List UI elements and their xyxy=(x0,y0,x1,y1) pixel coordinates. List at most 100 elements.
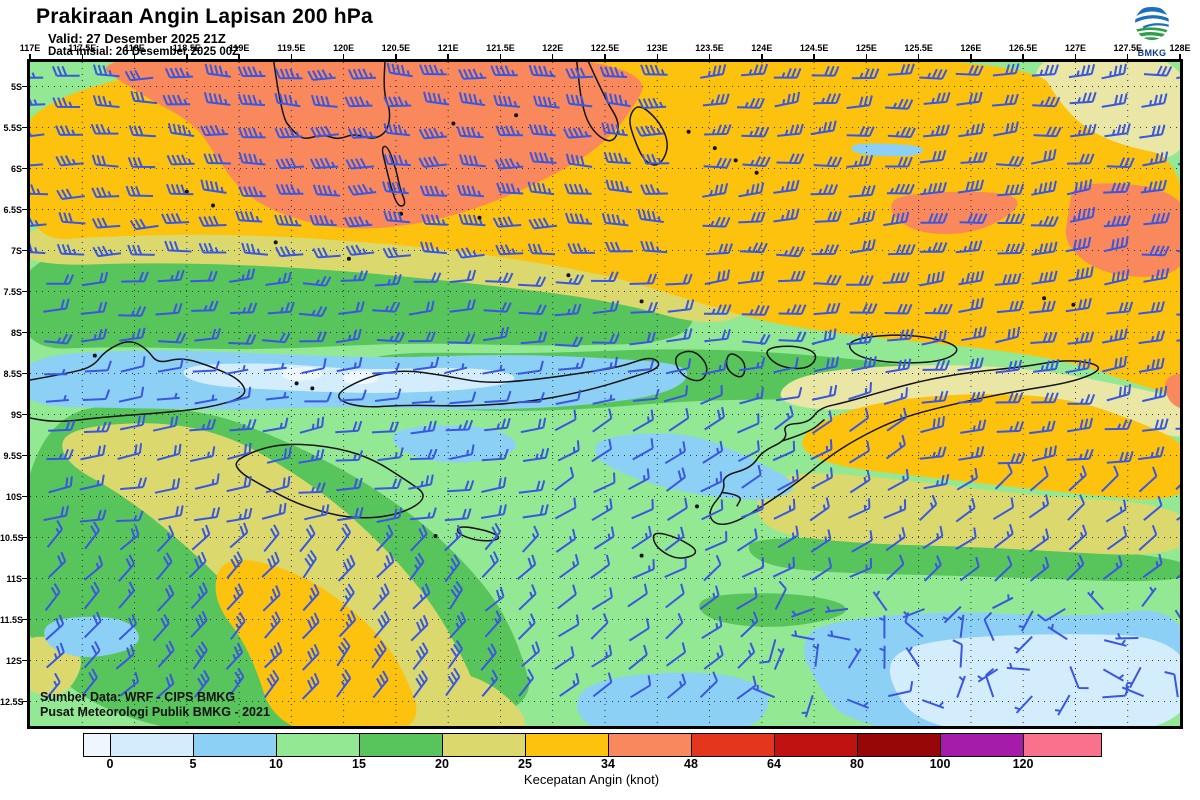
wind-barb xyxy=(481,448,509,462)
wind-barb xyxy=(495,125,524,137)
wind-barb xyxy=(58,211,86,225)
wind-speed-region xyxy=(215,560,417,726)
islet xyxy=(310,386,315,391)
wind-barb xyxy=(522,504,549,519)
wind-barb xyxy=(1066,153,1095,165)
wind-barb xyxy=(480,643,497,671)
wind-barb xyxy=(1126,666,1142,689)
lat-axis-label: 6.5S xyxy=(3,204,22,215)
wind-barb xyxy=(885,156,913,168)
islet xyxy=(712,146,717,151)
wind-barb xyxy=(1142,418,1169,432)
wind-barb xyxy=(886,434,906,460)
wind-barb xyxy=(157,640,175,668)
wind-barb xyxy=(528,123,556,137)
wind-barb xyxy=(124,69,154,82)
wind-barb xyxy=(848,498,871,519)
wind-barb xyxy=(923,124,950,138)
wind-barb xyxy=(299,524,316,553)
colorbar-segment xyxy=(84,734,111,756)
coastline xyxy=(709,360,1100,526)
wind-barb xyxy=(705,243,733,256)
wind-barb xyxy=(701,359,728,376)
wind-barb xyxy=(811,328,837,345)
wind-barb xyxy=(1143,495,1163,521)
wind-barb xyxy=(267,301,295,315)
wind-barb xyxy=(265,391,289,401)
wind-barb xyxy=(994,273,1022,286)
wind-barb xyxy=(336,637,351,667)
wind-barb xyxy=(592,356,618,373)
wind-barb xyxy=(302,583,320,612)
wind-barb xyxy=(30,98,46,106)
lat-axis-label: 9.5S xyxy=(3,450,22,461)
wind-barb xyxy=(118,554,135,582)
wind-barb xyxy=(456,126,484,139)
wind-barb xyxy=(590,554,611,580)
wind-barb xyxy=(376,331,406,343)
wind-barb xyxy=(83,611,102,639)
coastline xyxy=(273,62,391,140)
wind-barb xyxy=(527,181,555,196)
colorbar-tick-label: 25 xyxy=(518,757,532,771)
wind-barb xyxy=(904,612,924,638)
wind-barb xyxy=(957,179,985,194)
wind-barb xyxy=(158,332,187,344)
wind-barb xyxy=(496,182,524,195)
wind-barb xyxy=(263,524,280,553)
wind-barb xyxy=(704,304,732,315)
wind-barb xyxy=(517,392,545,404)
wind-barb xyxy=(810,529,832,553)
wind-barb xyxy=(1006,662,1030,671)
wind-barb xyxy=(449,269,477,284)
wind-barb xyxy=(591,498,613,522)
wind-barb xyxy=(274,127,303,139)
wind-barb xyxy=(791,608,814,618)
wind-barb xyxy=(521,525,540,553)
wind-barb xyxy=(777,525,799,549)
wind-barb xyxy=(773,647,785,670)
lon-axis-label: 119.5E xyxy=(277,43,306,53)
wind-barb xyxy=(190,270,218,283)
wind-barb xyxy=(883,387,908,406)
wind-barb xyxy=(45,614,65,641)
wind-barb xyxy=(741,464,762,489)
wind-barb xyxy=(851,530,873,553)
wind-barb xyxy=(81,668,98,697)
lon-axis-label: 123.5E xyxy=(695,43,724,53)
wind-barb xyxy=(120,477,148,491)
wind-barb xyxy=(773,357,799,374)
wind-barb xyxy=(203,153,231,165)
wind-speed-region xyxy=(411,670,525,726)
wind-barb xyxy=(590,613,609,640)
wind-barb xyxy=(517,360,544,375)
wind-speed-region xyxy=(343,371,379,385)
wind-barb xyxy=(699,671,719,698)
wind-barb xyxy=(919,149,947,164)
wind-barb xyxy=(347,68,377,80)
colorbar-segment xyxy=(277,734,360,756)
islet xyxy=(294,381,299,386)
lon-axis-label: 117.5E xyxy=(68,43,97,53)
wind-barb xyxy=(555,274,585,285)
wind-barb xyxy=(1031,392,1059,404)
wind-barb xyxy=(1029,300,1056,314)
wind-barb xyxy=(564,183,592,195)
wind-barb xyxy=(737,642,756,669)
wind-barb xyxy=(518,304,547,316)
wind-barb xyxy=(46,642,65,669)
lon-axis-label: 124E xyxy=(751,43,773,53)
wind-barb xyxy=(376,551,395,579)
lon-axis-label: 126.5E xyxy=(1008,43,1038,53)
colorbar-tick-label: 10 xyxy=(269,757,283,771)
wind-barb xyxy=(958,122,985,138)
wind-barb xyxy=(1138,357,1165,373)
wind-barb xyxy=(304,391,333,403)
lon-axis-label: 128E xyxy=(1169,43,1191,53)
lon-axis-tick xyxy=(1179,54,1181,59)
wind-barb xyxy=(229,268,256,283)
wind-barb xyxy=(741,126,770,138)
wind-barb xyxy=(458,92,486,107)
wind-barb xyxy=(189,418,217,432)
lon-axis-label: 118E xyxy=(124,43,145,53)
